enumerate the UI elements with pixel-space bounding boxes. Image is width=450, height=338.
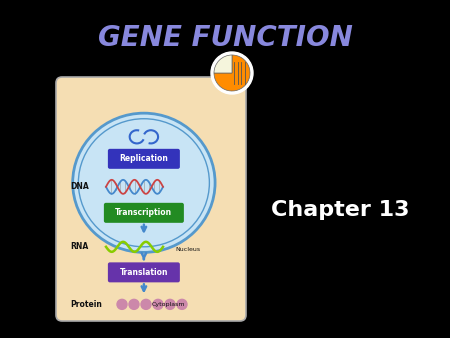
Text: GENE FUNCTION: GENE FUNCTION [98,24,352,52]
Wedge shape [214,55,232,73]
Circle shape [211,52,253,94]
Wedge shape [214,55,250,91]
Text: Protein: Protein [70,300,102,309]
Circle shape [153,299,163,309]
Ellipse shape [73,113,215,252]
Circle shape [177,299,187,309]
Text: DNA: DNA [70,182,89,191]
FancyBboxPatch shape [104,203,184,223]
Text: Chapter 13: Chapter 13 [271,200,409,220]
Circle shape [129,299,139,309]
Text: Translation: Translation [120,268,168,277]
FancyBboxPatch shape [108,262,180,282]
Circle shape [141,299,151,309]
FancyBboxPatch shape [56,77,246,321]
FancyBboxPatch shape [108,149,180,169]
Circle shape [165,299,175,309]
Text: Replication: Replication [119,154,168,163]
Text: Nucleus: Nucleus [176,247,201,252]
Text: RNA: RNA [70,242,88,251]
Text: Cytoplasm: Cytoplasm [152,302,185,307]
Text: Transcription: Transcription [115,208,172,217]
Circle shape [117,299,127,309]
